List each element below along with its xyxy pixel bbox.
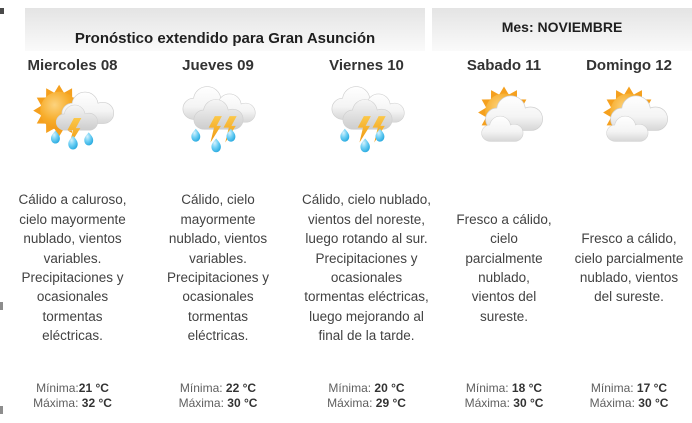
temperature-block: Mínima: 20 °C Máxima: 29 °C bbox=[327, 381, 406, 423]
temperature-block: Mínima: 18 °C Máxima: 30 °C bbox=[465, 381, 544, 423]
day-description: Cálido, cielo mayormente nublado, viento… bbox=[166, 192, 270, 344]
day-column: Viernes 10 Cálido, cielo nublado, viento… bbox=[291, 53, 442, 423]
max-temperature: Máxima: 30 °C bbox=[464, 396, 544, 410]
min-temperature: Mínima: 17 °C bbox=[590, 381, 668, 395]
day-header: Viernes 10 bbox=[329, 57, 404, 74]
temperature-block: Mínima:21 °C Máxima: 32 °C bbox=[33, 381, 112, 423]
temperature-block: Mínima: 17 °C Máxima: 30 °C bbox=[590, 381, 669, 423]
day-description: Cálido, cielo nublado, vientos del nores… bbox=[301, 192, 432, 344]
month-label: Mes: NOVIEMBRE bbox=[501, 19, 623, 35]
edge-artifact bbox=[0, 406, 3, 414]
min-temperature: Mínima:21 °C bbox=[36, 381, 109, 395]
day-column: Domingo 12 Fresco a cálido, cielo parcia… bbox=[566, 53, 692, 423]
forecast-title-panel: Pronóstico extendido para Gran Asunción bbox=[25, 8, 425, 51]
min-temperature: Mínima: 18 °C bbox=[465, 381, 543, 395]
max-temperature: Máxima: 32 °C bbox=[33, 396, 112, 410]
day-description: Fresco a cálido, cielo parcialmente nubl… bbox=[574, 231, 684, 305]
day-header: Domingo 12 bbox=[586, 57, 672, 74]
edge-artifact bbox=[0, 8, 4, 14]
day-description: Fresco a cálido, cielo parcialmente nubl… bbox=[456, 211, 552, 324]
day-description: Cálido a caluroso, cielo mayormente nubl… bbox=[18, 192, 127, 344]
edge-artifact bbox=[0, 302, 3, 310]
day-header: Jueves 09 bbox=[182, 57, 254, 74]
storm-icon bbox=[316, 81, 418, 155]
max-temperature: Máxima: 30 °C bbox=[589, 396, 669, 410]
sun-clouds-icon bbox=[578, 81, 680, 155]
max-temperature: Máxima: 29 °C bbox=[327, 396, 406, 410]
day-header: Sabado 11 bbox=[466, 57, 542, 74]
min-temperature: Mínima: 22 °C bbox=[179, 381, 257, 395]
sun-clouds-icon bbox=[453, 81, 555, 155]
forecast-grid: Miercoles 08 Cálido a caluroso, cielo ma… bbox=[0, 53, 692, 423]
day-column: Jueves 09 Cálido, cielo mayormente nubla… bbox=[145, 53, 291, 423]
temperature-block: Mínima: 22 °C Máxima: 30 °C bbox=[179, 381, 258, 423]
header-row: Pronóstico extendido para Gran Asunción … bbox=[0, 8, 692, 53]
day-column: Miercoles 08 Cálido a caluroso, cielo ma… bbox=[0, 53, 145, 423]
max-temperature: Máxima: 30 °C bbox=[178, 396, 258, 410]
storm-icon bbox=[167, 81, 269, 155]
month-panel: Mes: NOVIEMBRE bbox=[432, 8, 692, 51]
page-title: Pronóstico extendido para Gran Asunción bbox=[74, 30, 376, 47]
sun-storm-icon bbox=[22, 81, 124, 155]
min-temperature: Mínima: 20 °C bbox=[328, 381, 405, 395]
day-header: Miercoles 08 bbox=[27, 57, 118, 74]
day-column: Sabado 11 Fresco a cálido, cielo parcial… bbox=[442, 53, 566, 423]
